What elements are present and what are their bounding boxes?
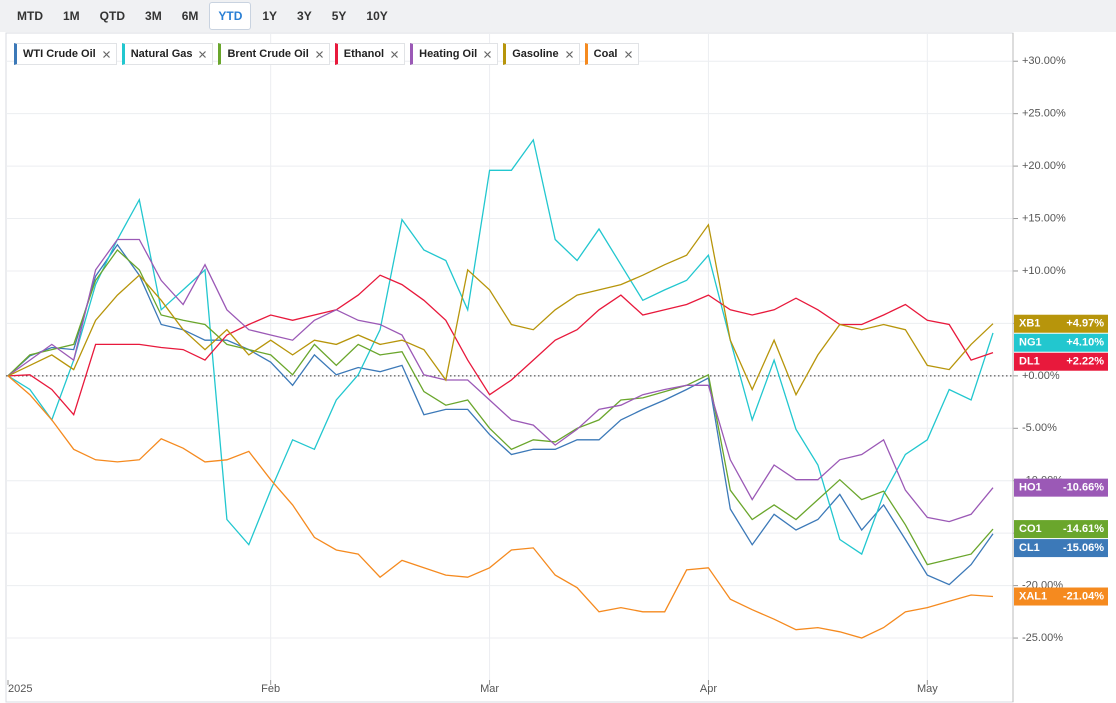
x-tick-label: 2025 xyxy=(8,683,32,695)
end-label-ticker: XAL1 xyxy=(1019,590,1047,602)
legend-label: WTI Crude Oil xyxy=(23,48,96,60)
x-tick-label: Feb xyxy=(261,683,280,695)
end-label-value: -10.66% xyxy=(1063,482,1104,494)
end-label-box xyxy=(1014,478,1108,497)
legend-item[interactable]: Ethanol xyxy=(334,43,406,65)
remove-icon[interactable] xyxy=(484,50,492,58)
legend-label: Natural Gas xyxy=(130,48,193,60)
series-line xyxy=(7,238,994,523)
range-button[interactable]: MTD xyxy=(17,9,43,23)
legend-item[interactable]: Heating Oil xyxy=(410,43,499,65)
grid: +30.00%+25.00%+20.00%+15.00%+10.00%+5.00… xyxy=(6,33,1066,702)
lines xyxy=(7,138,994,639)
range-button[interactable]: 1M xyxy=(63,9,80,23)
end-label-value: +4.10% xyxy=(1066,337,1104,349)
series-line xyxy=(7,375,994,639)
end-label-box xyxy=(1014,587,1108,606)
end-label-ticker: DL1 xyxy=(1019,356,1040,368)
legend-label: Gasoline xyxy=(512,48,559,60)
y-tick-label: +0.00% xyxy=(1022,370,1060,382)
end-label-value: -14.61% xyxy=(1063,523,1104,535)
range-button[interactable]: 1Y xyxy=(262,9,278,23)
end-label-ticker: CO1 xyxy=(1019,523,1042,535)
range-button[interactable]: 5Y xyxy=(331,9,347,23)
remove-icon[interactable] xyxy=(102,50,110,58)
legend: WTI Crude Oil Natural Gas Brent Crude Oil E… xyxy=(14,43,644,65)
legend-item[interactable]: Natural Gas xyxy=(121,43,214,65)
remove-icon[interactable] xyxy=(199,50,207,58)
x-tick-label: May xyxy=(917,683,938,695)
series-line xyxy=(7,274,994,417)
legend-item[interactable]: Brent Crude Oil xyxy=(218,43,330,65)
y-tick-label: +20.00% xyxy=(1022,160,1066,172)
end-label-box xyxy=(1014,520,1108,539)
end-label-value: -21.04% xyxy=(1063,590,1104,602)
legend-label: Ethanol xyxy=(343,48,385,60)
legend-item[interactable]: WTI Crude Oil xyxy=(14,43,117,65)
legend-label: Brent Crude Oil xyxy=(227,48,309,60)
y-tick-label: +15.00% xyxy=(1022,212,1066,224)
x-tick-label: Mar xyxy=(480,683,499,695)
end-labels: CL1 -15.06% NG1 +4.10% CO1 -14.61% DL1 +2.22% HO… xyxy=(1014,314,1108,606)
end-label-value: -15.06% xyxy=(1063,542,1104,554)
legend-label: Coal xyxy=(593,48,618,60)
range-toolbar: MTD 1M QTD 3M 6M YTD 1Y 3Y 5Y 10Y xyxy=(0,0,1116,32)
y-tick-label: +10.00% xyxy=(1022,265,1066,277)
remove-icon[interactable] xyxy=(315,50,323,58)
legend-label: Heating Oil xyxy=(419,48,478,60)
range-button[interactable]: YTD xyxy=(209,2,252,30)
end-label-ticker: NG1 xyxy=(1019,337,1042,349)
plot-frame xyxy=(5,32,1014,703)
range-button[interactable]: 3Y xyxy=(297,9,312,23)
range-button[interactable]: 3M xyxy=(145,9,162,23)
y-tick-label: +30.00% xyxy=(1022,55,1066,67)
end-label-box xyxy=(1014,539,1108,558)
x-tick-label: Apr xyxy=(700,683,717,695)
end-label-ticker: XB1 xyxy=(1019,318,1040,330)
end-label-box xyxy=(1014,314,1108,333)
range-button[interactable]: QTD xyxy=(99,9,126,23)
y-tick-label: +25.00% xyxy=(1022,108,1066,120)
legend-item[interactable]: Gasoline xyxy=(503,43,580,65)
end-label-box xyxy=(1014,333,1108,352)
end-label-box xyxy=(1014,352,1108,371)
range-button[interactable]: 6M xyxy=(181,9,199,23)
legend-item[interactable]: Coal xyxy=(584,43,639,65)
range-button[interactable]: 10Y xyxy=(366,9,388,23)
series-line xyxy=(7,223,994,397)
end-label-ticker: HO1 xyxy=(1019,482,1042,494)
remove-icon[interactable] xyxy=(565,50,573,58)
end-label-value: +2.22% xyxy=(1066,356,1104,368)
y-tick-label: -5.00% xyxy=(1022,422,1057,434)
y-tick-label: -25.00% xyxy=(1022,632,1063,644)
remove-icon[interactable] xyxy=(391,50,399,58)
series-line xyxy=(7,249,994,566)
series-line xyxy=(7,243,994,586)
end-label-ticker: CL1 xyxy=(1019,542,1040,554)
remove-icon[interactable] xyxy=(624,50,632,58)
end-label-value: +4.97% xyxy=(1066,318,1104,330)
series-line xyxy=(7,138,994,556)
